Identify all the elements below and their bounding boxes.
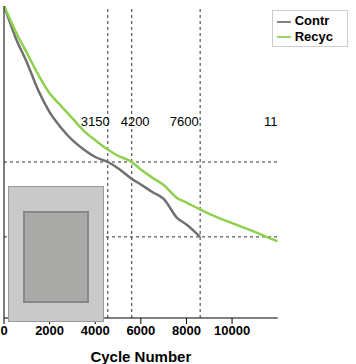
html-text:Recyc: Recyc — [294, 28, 333, 44]
svg-text:7600: 7600 — [170, 114, 199, 129]
html-text:Contr: Contr — [294, 13, 330, 28]
svg-text:4000: 4000 — [81, 323, 110, 338]
svg-text:6000: 6000 — [126, 323, 155, 338]
svg-text:2000: 2000 — [35, 323, 64, 338]
svg-text:Cycle Number: Cycle Number — [90, 348, 191, 364]
svg-text:8000: 8000 — [172, 323, 201, 338]
svg-text:10000: 10000 — [214, 323, 250, 338]
svg-text:11: 11 — [264, 114, 278, 129]
svg-text:3150: 3150 — [81, 114, 110, 129]
svg-text:4200: 4200 — [121, 114, 150, 129]
svg-text:0: 0 — [0, 323, 7, 338]
